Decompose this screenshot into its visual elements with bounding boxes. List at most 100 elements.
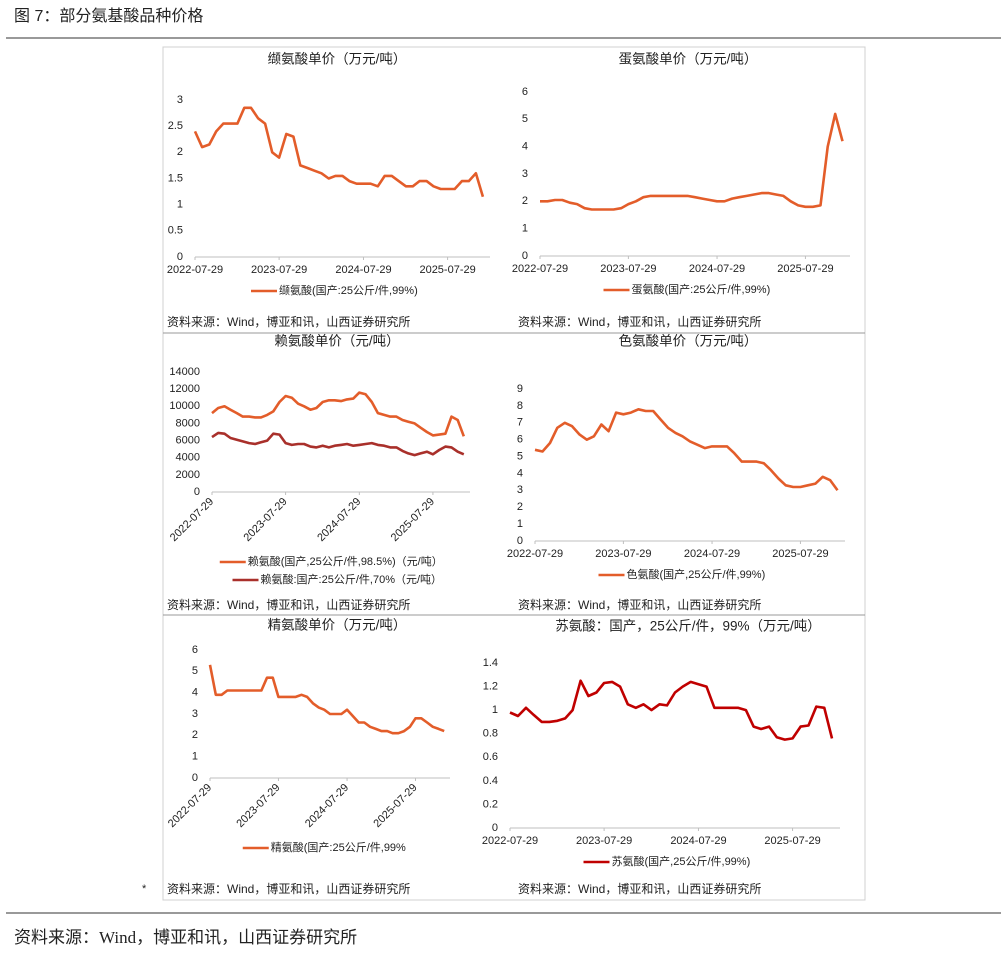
y-tick-label: 4000 bbox=[176, 452, 200, 464]
series-line bbox=[193, 106, 485, 198]
legend-label: 缬氨酸(国产:25公斤/件,99%) bbox=[279, 283, 418, 297]
y-tick-label: 3 bbox=[192, 708, 198, 720]
y-tick-label: 1.5 bbox=[168, 172, 183, 184]
x-tick-label: 2023-07-29 bbox=[234, 782, 282, 830]
x-tick-label: 2022-07-29 bbox=[482, 835, 538, 847]
x-tick-label: 2022-07-29 bbox=[167, 264, 223, 276]
x-tick-label: 2024-07-29 bbox=[670, 835, 726, 847]
chart-title: 蛋氨酸单价（万元/吨） bbox=[619, 52, 758, 67]
chart-title: 赖氨酸单价（元/吨） bbox=[274, 334, 399, 349]
y-tick-label: 3 bbox=[177, 94, 183, 106]
y-tick-label: 1.2 bbox=[483, 680, 498, 692]
chart-title: 精氨酸单价（万元/吨） bbox=[268, 618, 407, 633]
y-tick-label: 1 bbox=[492, 704, 498, 716]
x-tick-label: 2025-07-29 bbox=[371, 782, 419, 830]
y-tick-label: 0.4 bbox=[483, 775, 498, 787]
x-tick-label: 2024-07-29 bbox=[315, 496, 363, 544]
chart-source: 资料来源：Wind，博亚和讯，山西证券研究所 bbox=[518, 881, 761, 896]
x-tick-label: 2025-07-29 bbox=[389, 496, 437, 544]
y-tick-label: 0.5 bbox=[168, 225, 183, 237]
panel-frame bbox=[162, 46, 866, 901]
x-tick-label: 2025-07-29 bbox=[764, 835, 820, 847]
y-tick-label: 0.8 bbox=[483, 728, 498, 740]
y-tick-label: 1.4 bbox=[483, 657, 498, 669]
chart-source: 资料来源：Wind，博亚和讯，山西证券研究所 bbox=[518, 314, 761, 329]
y-tick-label: 1 bbox=[177, 199, 183, 211]
footer-source: 资料来源：Wind，博亚和讯，山西证券研究所 bbox=[14, 928, 357, 947]
series-line bbox=[211, 431, 465, 457]
y-tick-label: 1 bbox=[192, 751, 198, 763]
legend-label: 赖氨酸:国产:25公斤/件,70%（元/吨） bbox=[261, 572, 443, 586]
series-line bbox=[509, 679, 834, 741]
series-line bbox=[534, 408, 839, 492]
y-tick-label: 6000 bbox=[176, 434, 200, 446]
y-tick-label: 2 bbox=[517, 501, 523, 513]
y-tick-label: 8 bbox=[517, 400, 523, 412]
legend-label: 苏氨酸(国产,25公斤/件,99%) bbox=[612, 854, 751, 868]
x-tick-label: 2022-07-29 bbox=[166, 782, 214, 830]
y-tick-label: 0 bbox=[522, 250, 528, 262]
y-tick-label: 12000 bbox=[169, 383, 200, 395]
chart-title: 苏氨酸：国产，25公斤/件，99%（万元/吨） bbox=[555, 619, 821, 634]
legend-label: 赖氨酸(国产,25公斤/件,98.5%)（元/吨） bbox=[248, 554, 443, 568]
y-tick-label: 4 bbox=[192, 687, 198, 699]
chart-source: 资料来源：Wind，博亚和讯，山西证券研究所 bbox=[518, 597, 761, 612]
figure-title: 图 7：部分氨基酸品种价格 bbox=[14, 7, 203, 25]
y-tick-label: 14000 bbox=[169, 366, 200, 378]
note-mark: * bbox=[142, 883, 147, 895]
y-tick-label: 4 bbox=[522, 141, 528, 153]
y-tick-label: 6 bbox=[517, 434, 523, 446]
y-tick-label: 5 bbox=[192, 665, 198, 677]
series-line bbox=[211, 391, 466, 437]
y-tick-label: 6 bbox=[522, 86, 528, 98]
y-tick-label: 2 bbox=[177, 146, 183, 158]
y-tick-label: 3 bbox=[517, 484, 523, 496]
y-tick-label: 0 bbox=[517, 535, 523, 547]
y-tick-label: 5 bbox=[517, 450, 523, 462]
y-tick-label: 2 bbox=[192, 729, 198, 741]
chart-source: 资料来源：Wind，博亚和讯，山西证券研究所 bbox=[167, 881, 410, 896]
chart-title: 色氨酸单价（万元/吨） bbox=[619, 333, 758, 349]
x-tick-label: 2024-07-29 bbox=[684, 548, 740, 560]
chart-source: 资料来源：Wind，博亚和讯，山西证券研究所 bbox=[167, 597, 410, 612]
series-line bbox=[540, 112, 844, 211]
x-tick-label: 2022-07-29 bbox=[168, 496, 216, 544]
x-tick-label: 2025-07-29 bbox=[419, 264, 475, 276]
y-tick-label: 3 bbox=[522, 168, 528, 180]
y-tick-label: 1 bbox=[517, 518, 523, 530]
y-tick-label: 0 bbox=[192, 772, 198, 784]
y-tick-label: 8000 bbox=[176, 417, 200, 429]
x-tick-label: 2022-07-29 bbox=[512, 263, 568, 275]
chart-title: 缬氨酸单价（万元/吨） bbox=[268, 52, 407, 67]
x-tick-label: 2024-07-29 bbox=[303, 782, 351, 830]
legend-label: 精氨酸(国产:25公斤/件,99% bbox=[271, 840, 406, 854]
y-tick-label: 0 bbox=[492, 822, 498, 834]
y-tick-label: 2 bbox=[522, 195, 528, 207]
chart-source: 资料来源：Wind，博亚和讯，山西证券研究所 bbox=[167, 314, 410, 329]
x-tick-label: 2024-07-29 bbox=[335, 264, 391, 276]
y-tick-label: 2000 bbox=[176, 469, 200, 481]
y-tick-label: 2.5 bbox=[168, 120, 183, 132]
series-line bbox=[208, 664, 445, 735]
legend-label: 色氨酸(国产,25公斤/件,99%) bbox=[627, 567, 766, 581]
x-tick-label: 2023-07-29 bbox=[251, 264, 307, 276]
y-tick-label: 7 bbox=[517, 417, 523, 429]
x-tick-label: 2022-07-29 bbox=[507, 548, 563, 560]
y-tick-label: 1 bbox=[522, 223, 528, 235]
y-tick-label: 0.6 bbox=[483, 751, 498, 763]
x-tick-label: 2025-07-29 bbox=[777, 263, 833, 275]
x-tick-label: 2023-07-29 bbox=[576, 835, 632, 847]
y-tick-label: 0 bbox=[194, 486, 200, 498]
y-tick-label: 9 bbox=[517, 383, 523, 395]
y-tick-label: 0 bbox=[177, 251, 183, 263]
y-tick-label: 0.2 bbox=[483, 798, 498, 810]
x-tick-label: 2023-07-29 bbox=[600, 263, 656, 275]
x-tick-label: 2024-07-29 bbox=[689, 263, 745, 275]
x-tick-label: 2025-07-29 bbox=[772, 548, 828, 560]
y-tick-label: 6 bbox=[192, 644, 198, 656]
legend-label: 蛋氨酸(国产:25公斤/件,99%) bbox=[632, 282, 771, 296]
y-tick-label: 4 bbox=[517, 467, 523, 479]
x-tick-label: 2023-07-29 bbox=[241, 496, 289, 544]
x-tick-label: 2023-07-29 bbox=[595, 548, 651, 560]
